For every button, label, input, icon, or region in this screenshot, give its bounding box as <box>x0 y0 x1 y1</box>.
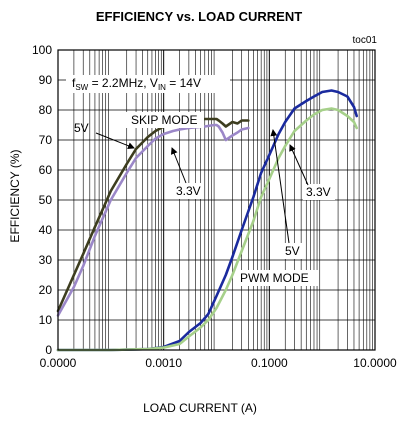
label-33v-skip: 3.3V <box>176 184 201 198</box>
label-5v-pwm: 5V <box>285 244 300 258</box>
x-tick-label: 0.1000 <box>251 356 288 370</box>
x-tick-labels: 0.0000 0.0010 0.1000 10.0000 <box>40 356 397 370</box>
series-line-skip_5v <box>56 117 250 313</box>
arrow-33v-skip <box>170 147 187 184</box>
arrow-5v-skip <box>95 132 135 150</box>
plot-frame <box>57 49 376 351</box>
series-layer <box>56 89 359 352</box>
y-tick-label: 10 <box>39 313 53 327</box>
y-tick-label: 90 <box>39 73 53 87</box>
y-tick-label: 100 <box>32 43 52 57</box>
label-33v-skip-backdrop <box>173 183 203 199</box>
x-axis-label: LOAD CURRENT (A) <box>143 401 257 415</box>
y-tick-label: 80 <box>39 103 53 117</box>
y-tick-label: 50 <box>39 193 53 207</box>
pwm-mode-label: PWM MODE <box>240 271 309 285</box>
arrow-33v-pwm <box>289 144 309 186</box>
label-33v-pwm: 3.3V <box>306 185 331 199</box>
conditions-backdrop <box>66 75 230 93</box>
conditions-label: fSW = 2.2MHz, VIN = 14V <box>72 76 201 92</box>
y-tick-label: 70 <box>39 133 53 147</box>
y-tick-label: 20 <box>39 283 53 297</box>
pwm-mode-backdrop <box>236 270 318 286</box>
x-tick-label: 10.0000 <box>353 356 397 370</box>
x-tick-label: 0.0010 <box>145 356 182 370</box>
y-tick-labels: 0 10 20 30 40 50 60 70 80 90 100 <box>32 43 52 357</box>
y-tick-label: 40 <box>39 223 53 237</box>
x-tick-label: 0.0000 <box>40 356 77 370</box>
y-tick-label: 0 <box>45 343 52 357</box>
series-line-skip_33v <box>56 123 250 317</box>
figure-id: toc01 <box>353 35 378 46</box>
series-line-pwm_5v <box>56 89 359 352</box>
y-axis-label: EFFICIENCY (%) <box>8 149 22 242</box>
chart-title: EFFICIENCY vs. LOAD CURRENT <box>96 9 302 24</box>
y-tick-label: 60 <box>39 163 53 177</box>
skip-mode-backdrop <box>126 112 204 128</box>
skip-mode-label: SKIP MODE <box>131 113 197 127</box>
arrow-5v-pwm <box>270 129 290 244</box>
series-line-pwm_33v <box>56 107 359 352</box>
label-5v-skip: 5V <box>74 121 89 135</box>
y-tick-label: 30 <box>39 253 53 267</box>
label-33v-pwm-backdrop <box>303 184 335 200</box>
label-5v-pwm-backdrop <box>282 243 304 259</box>
